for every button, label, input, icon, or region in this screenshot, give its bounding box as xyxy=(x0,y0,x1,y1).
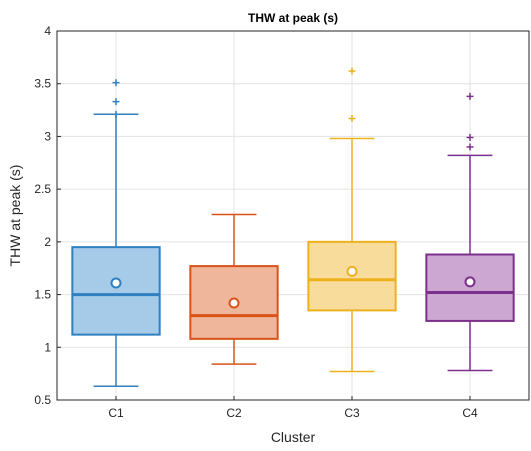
boxes xyxy=(71,67,515,388)
y-tick-label: 1 xyxy=(44,340,51,354)
box-C3 xyxy=(307,67,397,373)
y-tick-label: 1.5 xyxy=(34,288,51,302)
box-C4 xyxy=(425,92,515,372)
box-iqr xyxy=(71,246,161,336)
y-tick-label: 4 xyxy=(44,24,51,38)
outlier-point xyxy=(112,110,120,118)
plot-frame xyxy=(56,30,530,401)
x-tick-label: C3 xyxy=(344,406,360,420)
y-tick-label: 3.5 xyxy=(34,77,51,91)
outlier-point xyxy=(466,133,474,141)
y-tick-label: 2 xyxy=(44,235,51,249)
box-iqr xyxy=(189,265,279,340)
box-C2 xyxy=(189,213,279,365)
grid-lines xyxy=(57,30,529,401)
x-tick-label: C2 xyxy=(226,406,242,420)
mean-marker xyxy=(346,265,358,277)
box-C1 xyxy=(71,79,161,388)
outlier-point xyxy=(466,92,474,100)
box-iqr xyxy=(425,253,515,322)
chart-title: THW at peak (s) xyxy=(248,11,338,25)
outlier-point xyxy=(348,115,356,123)
x-tick-label: C1 xyxy=(108,406,124,420)
x-axis-ticks: C1 C2 C3 C4 xyxy=(108,396,478,420)
y-axis-ticks: 0.5 1 1.5 2 2.5 3 3.5 4 xyxy=(34,24,61,407)
outlier-point xyxy=(348,67,356,75)
y-axis-label: THW at peak (s) xyxy=(7,165,23,267)
outlier-point xyxy=(112,98,120,106)
mean-marker xyxy=(110,277,122,289)
y-tick-label: 3 xyxy=(44,129,51,143)
y-tick-label: 0.5 xyxy=(34,393,51,407)
outlier-point xyxy=(112,79,120,87)
x-axis-label: Cluster xyxy=(271,429,316,445)
outlier-point xyxy=(466,143,474,151)
mean-marker xyxy=(228,297,240,309)
y-tick-label: 2.5 xyxy=(34,182,51,196)
mean-marker xyxy=(464,276,476,288)
x-tick-label: C4 xyxy=(462,406,478,420)
